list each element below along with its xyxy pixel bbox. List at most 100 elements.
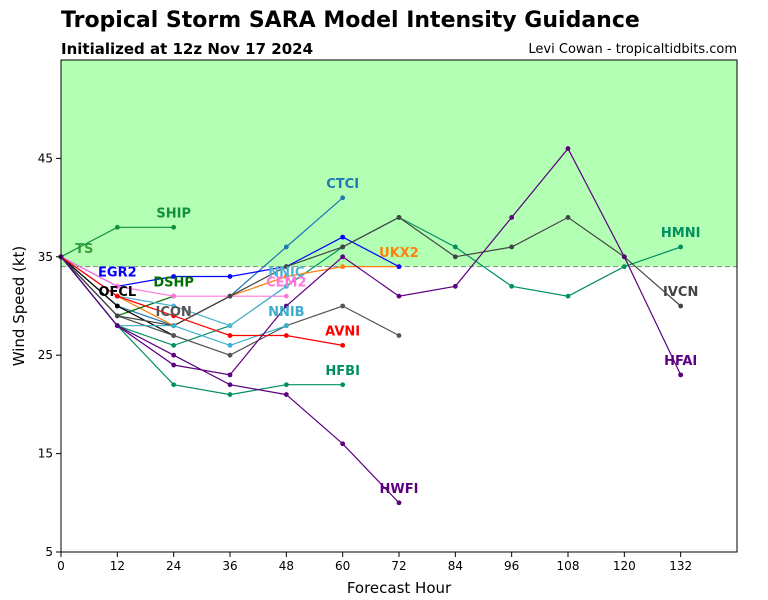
ts-band-label: TS	[75, 242, 93, 257]
series-label-hfbi: HFBI	[325, 364, 360, 379]
data-point-cem2	[283, 293, 289, 299]
series-label-ctci: CTCI	[326, 177, 359, 192]
x-tick-label: 84	[448, 559, 463, 573]
series-label-dshp: DSHP	[153, 275, 194, 290]
chart-credit: Levi Cowan - tropicaltidbits.com	[528, 42, 737, 57]
data-point-ivcn	[114, 313, 120, 319]
data-point-hfai	[171, 362, 177, 368]
data-point-ivcn	[678, 303, 684, 309]
data-point-ukx2	[283, 274, 289, 279]
x-tick-label: 60	[335, 559, 350, 573]
series-label-nnib: NNIB	[268, 305, 305, 320]
data-point-hwfi	[283, 392, 289, 397]
x-tick-label: 0	[57, 559, 65, 573]
x-tick-label: 36	[222, 559, 237, 573]
data-point-ivcn	[227, 293, 233, 299]
x-axis-label: Forecast Hour	[347, 579, 452, 597]
series-label-ivcn: IVCN	[663, 285, 698, 300]
data-point-hmni	[621, 264, 627, 270]
x-tick-label: 24	[166, 559, 181, 573]
x-tick-label: 132	[669, 559, 692, 573]
data-point-hmni	[678, 244, 684, 250]
data-point-hfbi	[227, 392, 233, 397]
y-tick-label: 45	[38, 151, 53, 165]
data-point-ivcn	[509, 244, 515, 250]
data-point-hwfi	[227, 382, 233, 388]
data-point-hmni	[509, 283, 515, 289]
series-label-hfai: HFAI	[664, 354, 697, 369]
data-point-hwfi	[171, 352, 177, 358]
data-point-hfai	[509, 215, 515, 220]
data-point-ivcn	[340, 244, 346, 250]
data-point-hfai	[396, 293, 402, 299]
data-point-egr2	[227, 274, 233, 279]
ts-band	[61, 60, 737, 267]
data-point-hfai	[227, 372, 233, 378]
chart-subtitle: Initialized at 12z Nov 17 2024	[61, 40, 314, 58]
data-point-nnib	[283, 323, 289, 329]
series-label-avni: AVNI	[325, 325, 360, 340]
data-point-hfai	[283, 303, 289, 309]
chart-title: Tropical Storm SARA Model Intensity Guid…	[61, 8, 640, 33]
y-tick-label: 35	[38, 250, 53, 264]
data-point-hwfi	[114, 323, 120, 329]
series-label-ship: SHIP	[156, 206, 191, 221]
series-line-ivcn	[60, 216, 682, 327]
data-point-ship	[171, 224, 177, 230]
data-point-egr2	[340, 234, 346, 240]
data-point-ivcn	[396, 215, 402, 220]
data-point-hmni	[565, 293, 571, 299]
x-tick-label: 72	[391, 559, 406, 573]
x-tick-label: 96	[504, 559, 519, 573]
data-point-avni	[114, 293, 120, 299]
data-point-nnic	[227, 323, 233, 329]
data-point-avni	[283, 333, 289, 338]
data-point-icon	[227, 352, 233, 358]
data-point-hfbi	[340, 382, 346, 388]
data-point-ofcl	[114, 303, 120, 309]
data-point-avni	[227, 333, 233, 338]
data-point-hfai	[565, 146, 571, 151]
data-point-ivcn	[452, 254, 458, 260]
data-point-ivcn	[283, 264, 289, 270]
x-tick-label: 48	[279, 559, 294, 573]
data-point-ctci	[283, 244, 289, 250]
data-point-icon	[171, 333, 177, 338]
series-label-icon: ICON	[156, 305, 192, 320]
x-tick-label: 12	[110, 559, 125, 573]
series-label-nnic: NNIC	[268, 265, 304, 280]
data-point-ctci	[340, 195, 346, 201]
data-point-hwfi	[340, 441, 346, 447]
y-axis-label: Wind Speed (kt)	[10, 246, 28, 367]
plot-background: TS	[61, 60, 737, 268]
data-point-ship	[114, 224, 120, 230]
axes: 0 12 24 36 48 60 72 84 96 108 120 132 5 15 25 35 45	[38, 59, 738, 573]
data-point-ivcn	[565, 215, 571, 220]
data-point-nnib	[171, 323, 177, 329]
y-tick-label: 5	[45, 545, 53, 559]
data-point-ukx2	[340, 264, 346, 270]
series-line-hfai	[60, 147, 682, 376]
x-tick-label: 120	[613, 559, 636, 573]
series-label-hmni: HMNI	[661, 226, 701, 241]
data-point-hfai	[452, 283, 458, 289]
data-point-hfai	[621, 254, 627, 260]
data-point-hfai	[678, 372, 684, 378]
data-point-hwfi	[396, 500, 402, 506]
series-label-ukx2: UKX2	[379, 246, 419, 261]
data-point-hfbi	[171, 382, 177, 388]
data-point-nnib	[227, 342, 233, 348]
y-tick-label: 15	[38, 447, 53, 461]
series-label-egr2: EGR2	[98, 265, 137, 280]
series-line-avni	[60, 256, 343, 346]
series-label-hwfi: HWFI	[380, 482, 419, 497]
data-point-egr2	[396, 264, 402, 270]
y-tick-label: 25	[38, 348, 53, 362]
data-point-cem2	[171, 293, 177, 299]
series-label-ofcl: OFCL	[98, 285, 136, 300]
data-point-egr2	[171, 274, 177, 279]
data-point-cem2	[114, 283, 120, 289]
series-label-cem2: CEM2	[266, 275, 306, 290]
